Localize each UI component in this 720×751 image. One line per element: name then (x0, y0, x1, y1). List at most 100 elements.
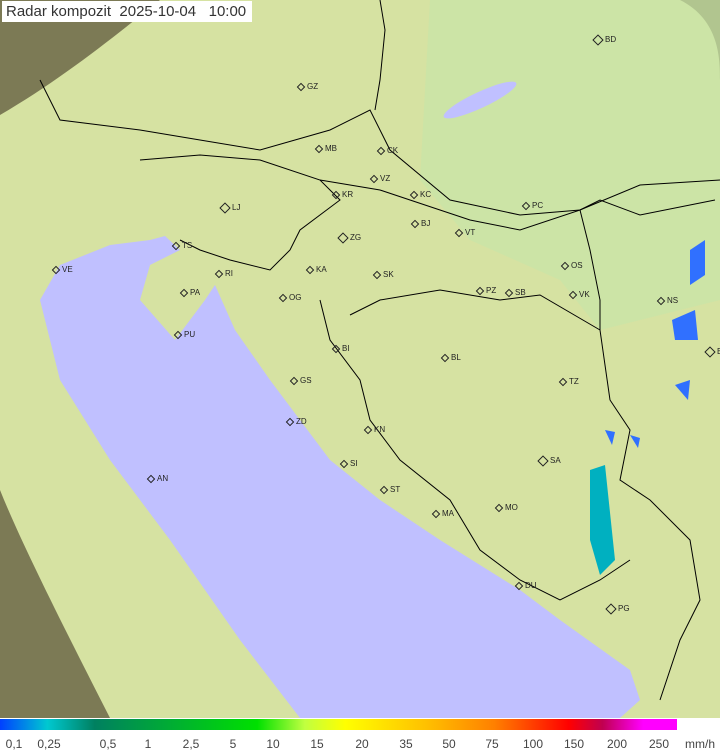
scale-tick-label: 200 (606, 737, 628, 751)
scale-tick-label: 150 (563, 737, 585, 751)
city-label: MO (505, 503, 518, 512)
city-label: DU (525, 581, 537, 590)
city-marker: RI (214, 269, 233, 279)
diamond-icon (278, 293, 288, 303)
diamond-icon (656, 296, 666, 306)
city-marker: DU (514, 581, 537, 591)
city-label: TZ (569, 377, 579, 386)
city-label: KC (420, 190, 432, 199)
city-label: BD (605, 35, 617, 44)
diamond-icon (369, 174, 379, 184)
city-label: GZ (307, 82, 319, 91)
city-label: OG (289, 293, 302, 302)
city-label: KN (374, 425, 386, 434)
city-marker: CK (376, 146, 399, 156)
scale-tick-label: 75 (485, 737, 499, 751)
scale-tick-label: 2,5 (182, 737, 200, 751)
adriatic-sea (40, 236, 640, 718)
city-marker: VZ (369, 174, 391, 184)
city-marker: SI (339, 459, 358, 469)
diamond-icon (363, 425, 373, 435)
city-marker: PC (521, 201, 543, 211)
diamond-icon (314, 144, 324, 154)
diamond-icon (537, 455, 549, 467)
precipitation-color-scale (0, 719, 677, 730)
lake-balaton (443, 81, 517, 119)
diamond-icon (51, 265, 61, 275)
city-marker: SA (537, 455, 561, 467)
diamond-icon (504, 288, 514, 298)
city-label: SI (350, 459, 358, 468)
precipitation-echoes (590, 240, 705, 575)
city-label: VE (62, 265, 73, 274)
radar-map (0, 0, 720, 718)
diamond-icon (440, 353, 450, 363)
scale-tick-label: 100 (522, 737, 544, 751)
city-marker: BD (592, 34, 617, 46)
diamond-icon (409, 190, 419, 200)
diamond-icon (296, 82, 306, 92)
city-label: NS (667, 296, 679, 305)
city-label: GS (300, 376, 312, 385)
diamond-icon (560, 261, 570, 271)
city-label: PA (190, 288, 201, 297)
city-label: AN (157, 474, 169, 483)
city-label: VK (579, 290, 590, 299)
city-marker: NS (656, 296, 679, 306)
diamond-icon (219, 202, 231, 214)
city-label: MB (325, 144, 337, 153)
city-marker: KR (331, 190, 354, 200)
city-marker: PA (179, 288, 201, 298)
city-label: BG (717, 347, 720, 356)
city-marker: KC (409, 190, 432, 200)
map-title: Radar kompozit 2025-10-04 10:00 (2, 1, 253, 22)
diamond-icon (521, 201, 531, 211)
city-marker: MA (431, 509, 454, 519)
city-label: KR (342, 190, 354, 199)
scale-tick-label: 0,25 (37, 737, 61, 751)
city-label: LJ (232, 203, 241, 212)
city-label: SA (550, 456, 561, 465)
city-marker: MO (494, 503, 518, 513)
city-label: SK (383, 270, 394, 279)
city-marker: OS (560, 261, 583, 271)
city-label: BJ (421, 219, 431, 228)
city-label: CK (387, 146, 399, 155)
diamond-icon (171, 241, 181, 251)
diamond-icon (410, 219, 420, 229)
city-marker: SK (372, 270, 394, 280)
city-marker: PU (173, 330, 196, 340)
diamond-icon (331, 190, 341, 200)
city-marker: BG (704, 346, 720, 358)
diamond-icon (494, 503, 504, 513)
city-label: TS (182, 241, 193, 250)
city-marker: GS (289, 376, 312, 386)
city-marker: VT (454, 228, 476, 238)
city-label: PU (184, 330, 196, 339)
diamond-icon (339, 459, 349, 469)
city-marker: LJ (219, 202, 241, 214)
diamond-icon (173, 330, 183, 340)
diamond-icon (376, 146, 386, 156)
city-marker: BJ (410, 219, 431, 229)
city-marker: PZ (475, 286, 496, 296)
diamond-icon (558, 377, 568, 387)
city-label: PG (618, 604, 630, 613)
city-label: VT (465, 228, 476, 237)
diamond-icon (289, 376, 299, 386)
city-marker: GZ (296, 82, 319, 92)
city-label: VZ (380, 174, 391, 183)
city-marker: ZG (337, 232, 362, 244)
city-marker: PG (605, 603, 630, 615)
diamond-icon (704, 346, 716, 358)
diamond-icon (431, 509, 441, 519)
city-label: BI (342, 344, 350, 353)
city-marker: OG (278, 293, 302, 303)
diamond-icon (514, 581, 524, 591)
city-label: ZG (350, 233, 362, 242)
city-marker: BL (440, 353, 461, 363)
city-marker: VK (568, 290, 590, 300)
city-marker: TS (171, 241, 193, 251)
city-marker: AN (146, 474, 169, 484)
diamond-icon (305, 265, 315, 275)
